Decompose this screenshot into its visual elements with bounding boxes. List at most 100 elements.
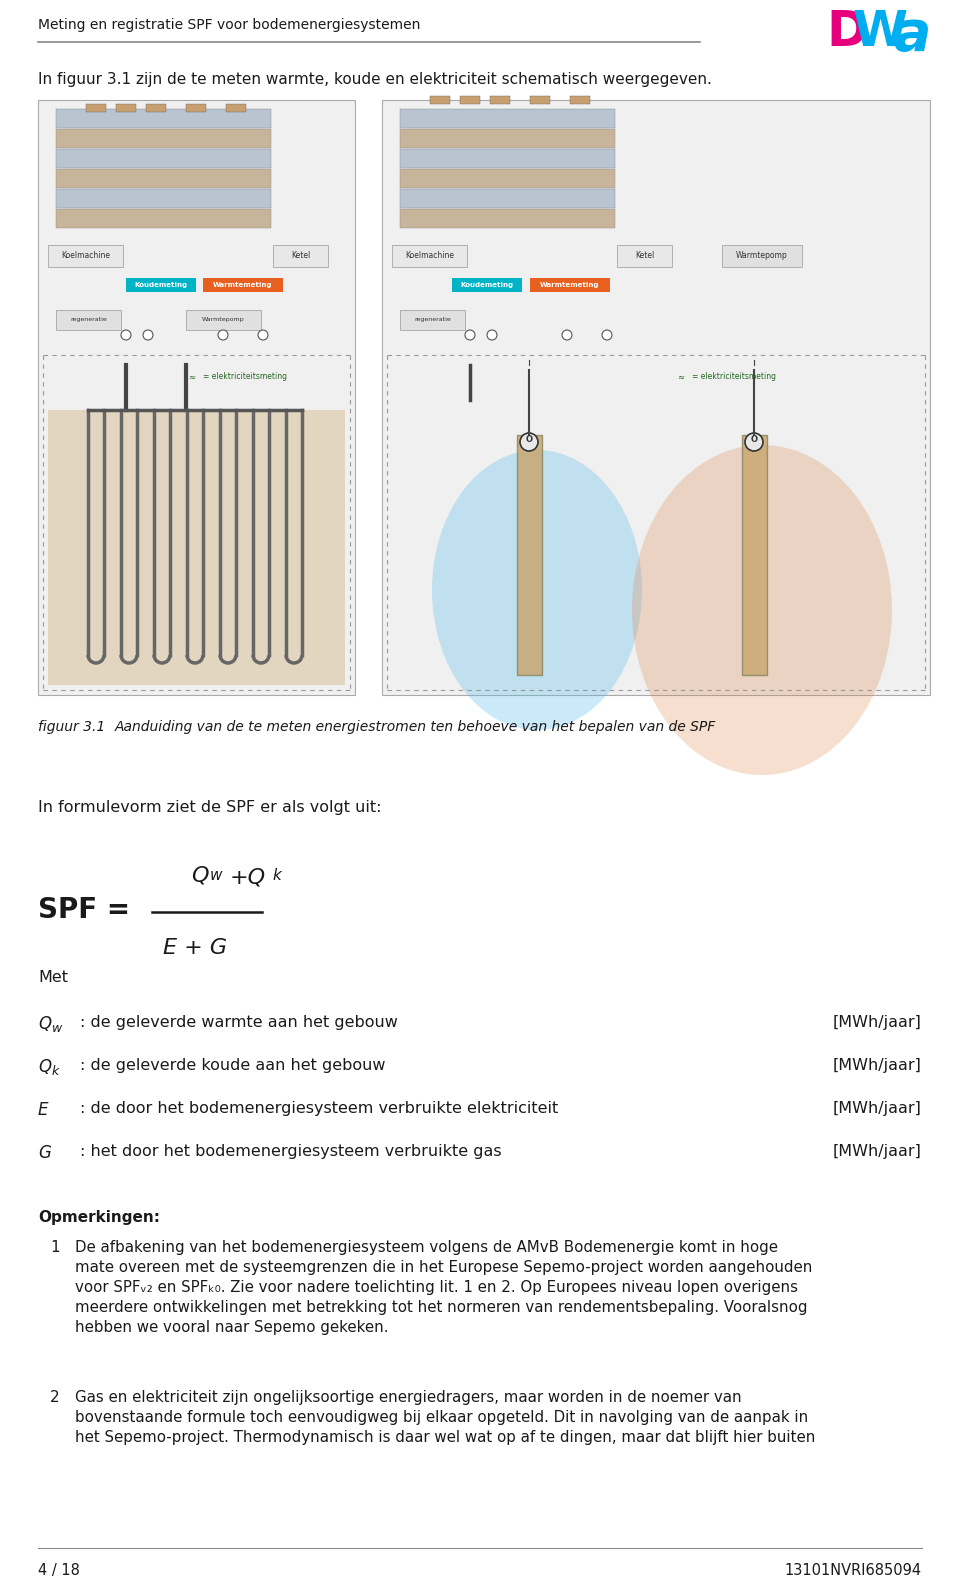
Bar xyxy=(400,188,615,207)
Bar xyxy=(430,96,450,104)
Circle shape xyxy=(745,432,763,451)
Bar xyxy=(48,410,345,684)
Text: k: k xyxy=(52,1065,60,1078)
Text: Q: Q xyxy=(38,1057,51,1077)
Text: 1: 1 xyxy=(50,1239,60,1255)
Text: : de door het bodemenergiesysteem verbruikte elektriciteit: : de door het bodemenergiesysteem verbru… xyxy=(80,1101,559,1116)
Bar xyxy=(452,278,522,292)
Bar xyxy=(517,435,542,675)
Bar xyxy=(48,246,123,266)
Text: 2: 2 xyxy=(50,1389,60,1405)
Text: w: w xyxy=(52,1022,62,1035)
Text: 4 / 18: 4 / 18 xyxy=(38,1563,80,1577)
Circle shape xyxy=(121,330,131,340)
Text: Met: Met xyxy=(38,970,68,986)
Circle shape xyxy=(465,330,475,340)
Bar xyxy=(530,278,610,292)
Text: mate overeen met de systeemgrenzen die in het Europese Sepemo-project worden aan: mate overeen met de systeemgrenzen die i… xyxy=(75,1260,812,1274)
Bar xyxy=(392,246,467,266)
Text: w: w xyxy=(210,868,223,884)
Text: regeneratie: regeneratie xyxy=(414,317,451,322)
Text: : de geleverde koude aan het gebouw: : de geleverde koude aan het gebouw xyxy=(80,1057,386,1073)
Text: a: a xyxy=(893,8,930,62)
Bar xyxy=(203,278,283,292)
Bar xyxy=(722,246,802,266)
Text: Koelmachine: Koelmachine xyxy=(405,252,454,260)
Circle shape xyxy=(562,330,572,340)
Text: O: O xyxy=(751,435,757,445)
Bar xyxy=(742,435,767,675)
Text: +Q: +Q xyxy=(230,868,266,887)
Bar xyxy=(56,129,271,148)
Text: Q: Q xyxy=(191,864,208,885)
Bar xyxy=(570,96,590,104)
Text: Koelmachine: Koelmachine xyxy=(61,252,110,260)
Bar xyxy=(116,104,136,112)
Text: SPF =: SPF = xyxy=(38,896,131,924)
Bar xyxy=(400,309,465,330)
Circle shape xyxy=(602,330,612,340)
Text: hebben we vooral naar Sepemo gekeken.: hebben we vooral naar Sepemo gekeken. xyxy=(75,1321,389,1335)
Text: [MWh/jaar]: [MWh/jaar] xyxy=(833,1014,922,1030)
Text: meerdere ontwikkelingen met betrekking tot het normeren van rendementsbepaling. : meerdere ontwikkelingen met betrekking t… xyxy=(75,1300,807,1314)
Text: = elektriciteitsmeting: = elektriciteitsmeting xyxy=(203,372,287,381)
Text: : de geleverde warmte aan het gebouw: : de geleverde warmte aan het gebouw xyxy=(80,1014,397,1030)
Bar xyxy=(56,209,271,228)
Text: W: W xyxy=(853,8,908,56)
Text: Warmtemeting: Warmtemeting xyxy=(213,282,273,289)
Bar xyxy=(226,104,246,112)
Text: ≈: ≈ xyxy=(677,372,684,381)
Text: Warmtemeting: Warmtemeting xyxy=(540,282,600,289)
Text: k: k xyxy=(272,868,281,884)
Text: voor SPFᵥ₂ en SPFₖ₀. Zie voor nadere toelichting lit. 1 en 2. Op Europees niveau: voor SPFᵥ₂ en SPFₖ₀. Zie voor nadere toe… xyxy=(75,1281,798,1295)
Bar xyxy=(56,169,271,188)
Ellipse shape xyxy=(432,450,642,731)
Bar xyxy=(400,148,615,167)
Text: E: E xyxy=(38,1101,49,1120)
Text: 13101NVRI685094: 13101NVRI685094 xyxy=(785,1563,922,1577)
Bar xyxy=(530,96,550,104)
Bar xyxy=(490,96,510,104)
Text: Warmtepomp: Warmtepomp xyxy=(736,252,788,260)
Bar xyxy=(382,100,930,695)
Text: Meting en registratie SPF voor bodemenergiesystemen: Meting en registratie SPF voor bodemener… xyxy=(38,18,420,32)
Text: Q: Q xyxy=(38,1014,51,1034)
Bar xyxy=(146,104,166,112)
Text: E + G: E + G xyxy=(163,938,228,959)
Text: Opmerkingen:: Opmerkingen: xyxy=(38,1211,160,1225)
Text: [MWh/jaar]: [MWh/jaar] xyxy=(833,1144,922,1160)
Circle shape xyxy=(487,330,497,340)
Bar xyxy=(56,108,271,128)
Bar xyxy=(186,104,206,112)
Bar xyxy=(186,309,261,330)
Bar xyxy=(400,108,615,128)
Text: G: G xyxy=(38,1144,51,1163)
Text: bovenstaande formule toch eenvoudigweg bij elkaar opgeteld. Dit in navolging van: bovenstaande formule toch eenvoudigweg b… xyxy=(75,1410,808,1424)
Circle shape xyxy=(258,330,268,340)
Text: ≈: ≈ xyxy=(188,372,195,381)
Bar xyxy=(38,100,355,695)
Bar xyxy=(56,309,121,330)
Text: In formulevorm ziet de SPF er als volgt uit:: In formulevorm ziet de SPF er als volgt … xyxy=(38,801,381,815)
Text: O: O xyxy=(525,435,533,445)
Text: het Sepemo-project. Thermodynamisch is daar wel wat op af te dingen, maar dat bl: het Sepemo-project. Thermodynamisch is d… xyxy=(75,1431,815,1445)
Text: [MWh/jaar]: [MWh/jaar] xyxy=(833,1057,922,1073)
Text: Koudemeting: Koudemeting xyxy=(461,282,514,289)
Bar xyxy=(617,246,672,266)
Circle shape xyxy=(520,432,538,451)
Bar xyxy=(56,188,271,207)
Bar xyxy=(126,278,196,292)
Text: Aanduiding van de te meten energiestromen ten behoeve van het bepalen van de SPF: Aanduiding van de te meten energiestrome… xyxy=(115,719,716,734)
Text: figuur 3.1: figuur 3.1 xyxy=(38,719,106,734)
Bar xyxy=(400,129,615,148)
Text: = elektriciteitsmeting: = elektriciteitsmeting xyxy=(692,372,776,381)
Text: D: D xyxy=(826,8,868,56)
Circle shape xyxy=(143,330,153,340)
Text: Gas en elektriciteit zijn ongelijksoortige energiedragers, maar worden in de noe: Gas en elektriciteit zijn ongelijksoorti… xyxy=(75,1389,742,1405)
Text: Warmtepomp: Warmtepomp xyxy=(203,317,245,322)
Bar xyxy=(400,209,615,228)
Bar xyxy=(460,96,480,104)
Text: Koudemeting: Koudemeting xyxy=(134,282,187,289)
Bar xyxy=(273,246,328,266)
Bar xyxy=(86,104,106,112)
